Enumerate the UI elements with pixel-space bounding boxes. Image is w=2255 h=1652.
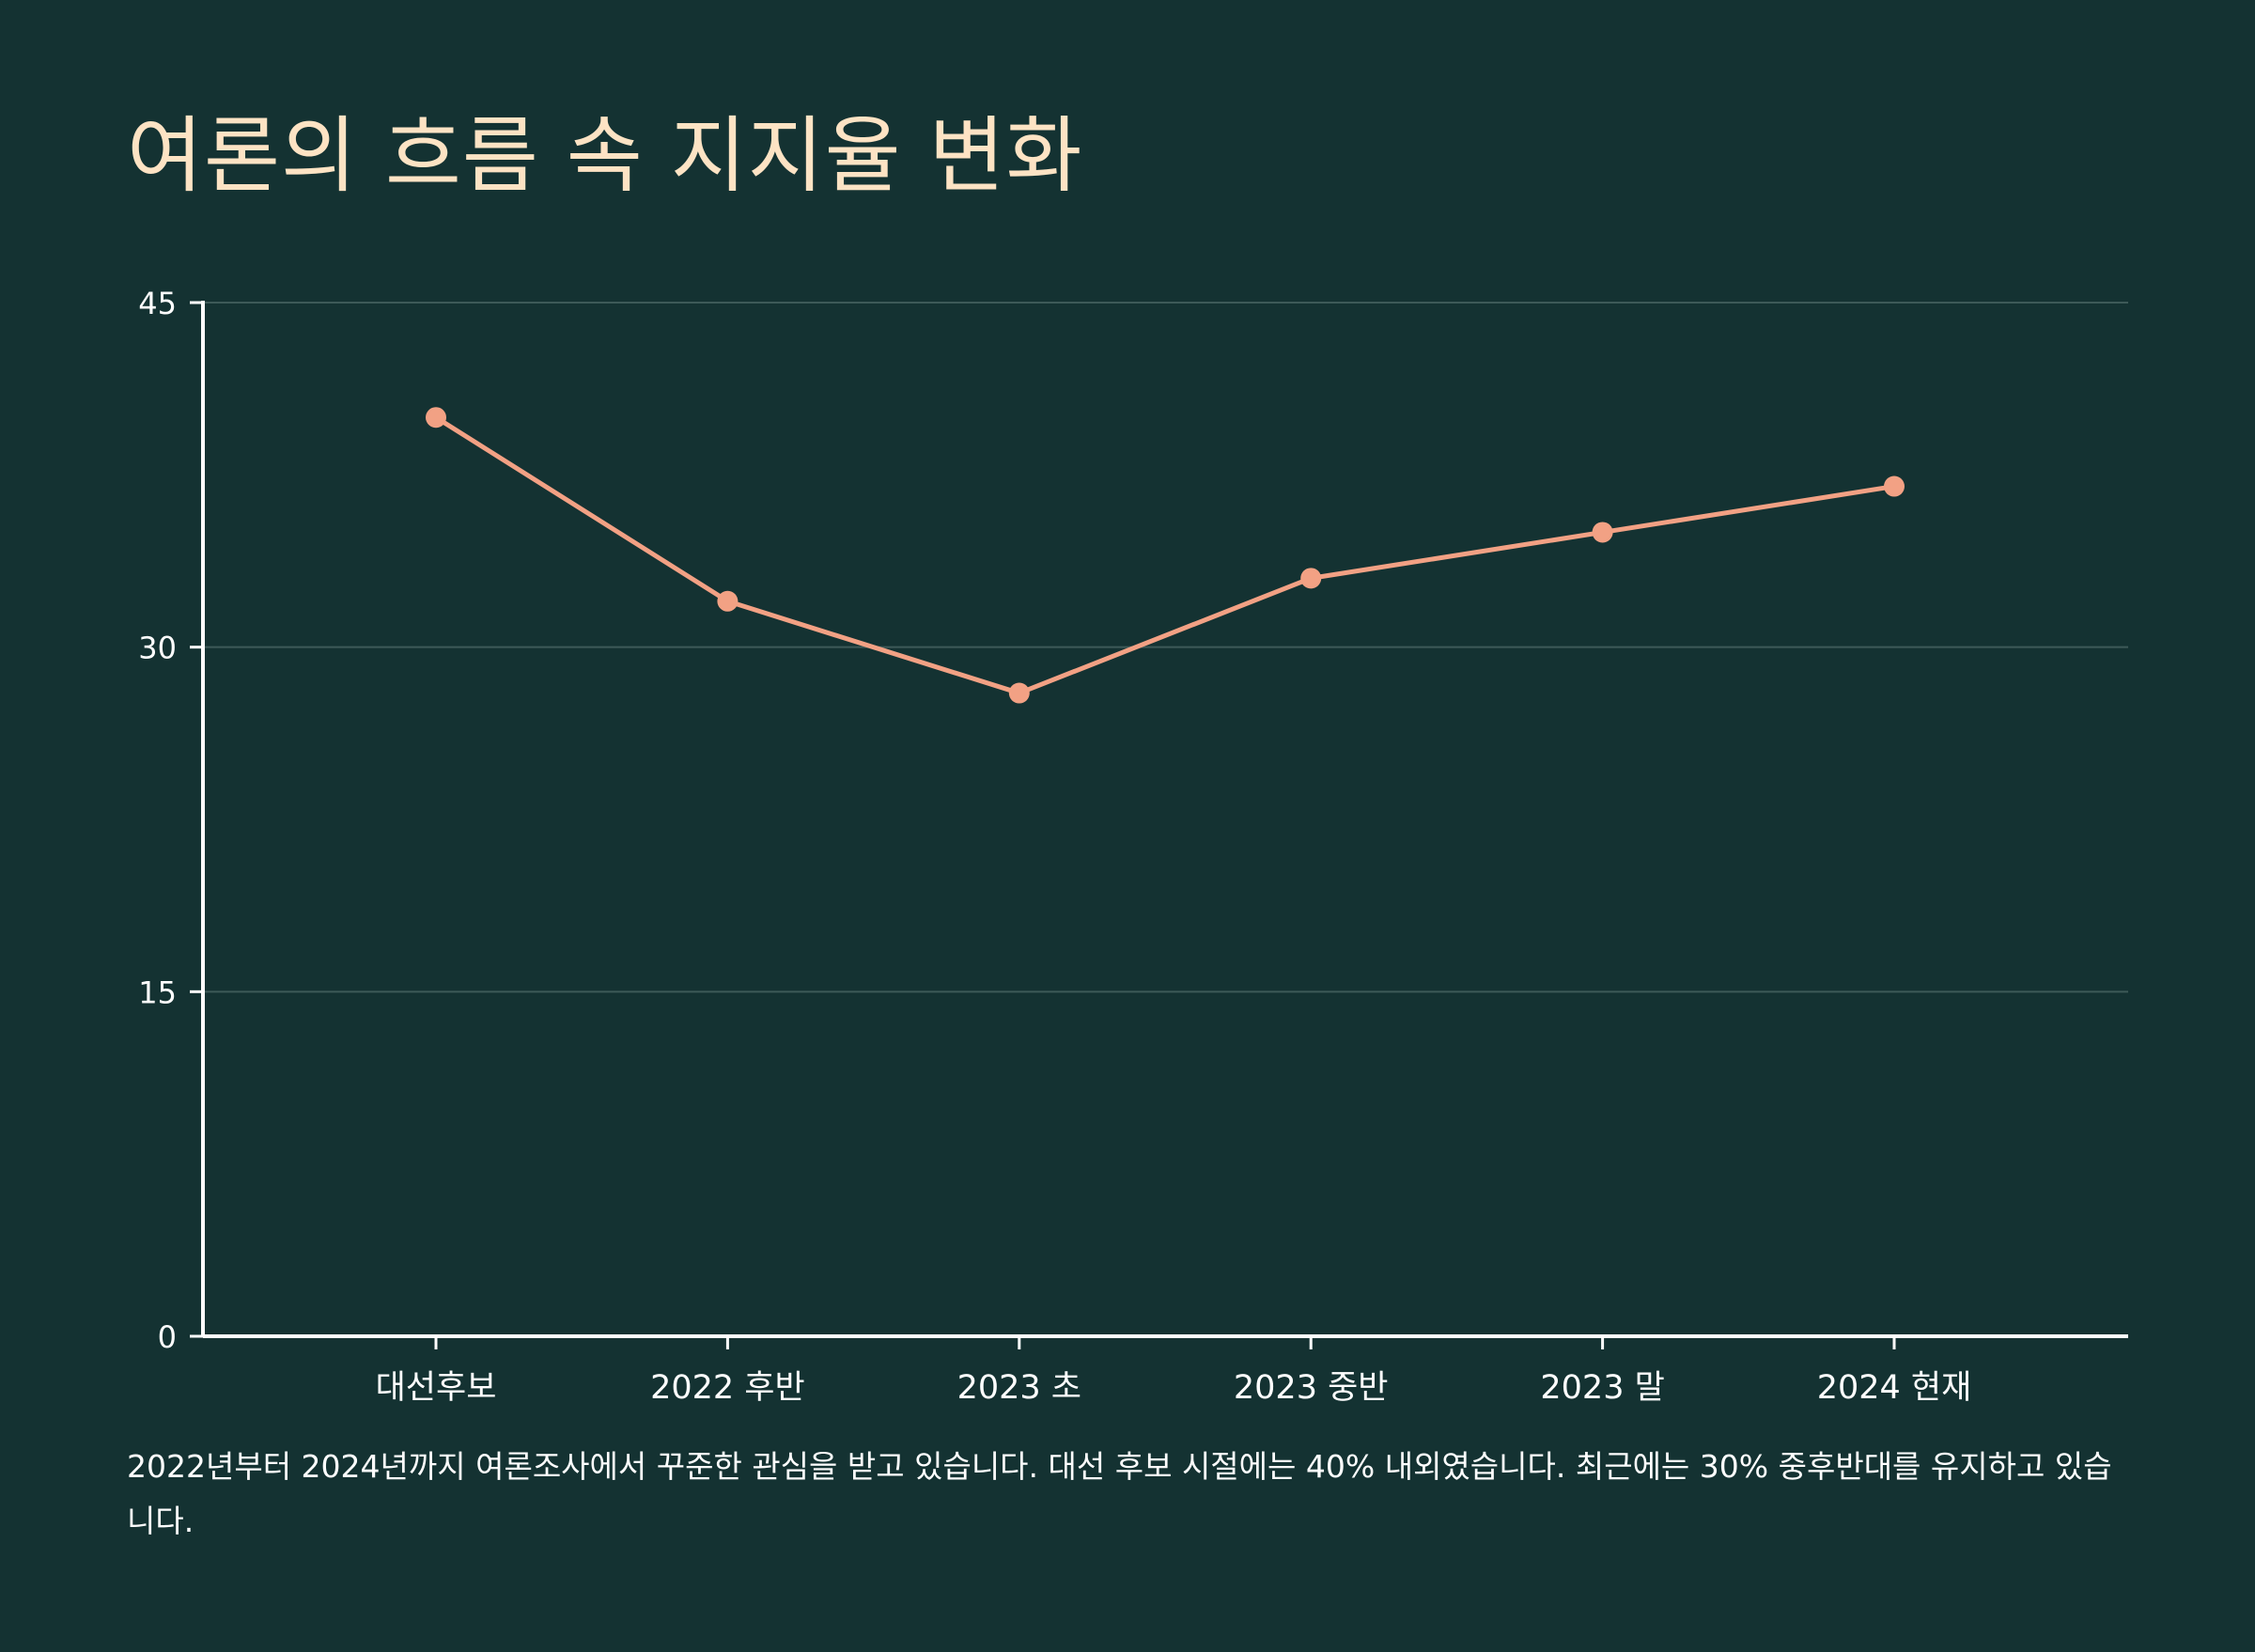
data-points <box>426 407 1905 704</box>
page-title: 여론의 흐름 속 지지율 변화 <box>127 107 1083 204</box>
axes: 0 15 30 45 대선후보 2022 후반 2023 초 2023 중반 2023 말 202… <box>138 286 2128 1407</box>
x-tick-label: 2024 현재 <box>1817 1369 1972 1407</box>
x-tick-label: 대선후보 <box>376 1369 497 1407</box>
line-chart: 0 15 30 45 대선후보 2022 후반 2023 초 2023 중반 2023 말 202… <box>138 286 2128 1407</box>
data-point <box>1884 475 1905 497</box>
data-point <box>426 407 446 429</box>
data-point <box>1592 522 1613 543</box>
y-tick-label: 30 <box>138 631 177 666</box>
data-point <box>1300 568 1322 589</box>
y-tick-label: 15 <box>138 974 177 1010</box>
x-tick-label: 2023 말 <box>1540 1369 1664 1407</box>
x-tick-label: 2022 후반 <box>650 1369 805 1407</box>
x-tick-label: 2023 중반 <box>1234 1369 1389 1407</box>
data-point <box>1008 682 1030 704</box>
series-line-0 <box>433 414 1897 696</box>
chart-caption: 2022년부터 2024년까지 여론조사에서 꾸준한 관심을 받고 있습니다. … <box>127 1448 2112 1539</box>
y-tick-label: 45 <box>138 286 177 321</box>
y-tick-label: 0 <box>158 1319 177 1355</box>
gridlines <box>203 302 2128 993</box>
x-tick-label: 2023 초 <box>957 1369 1081 1407</box>
data-point <box>717 590 739 612</box>
series-line-group <box>433 414 1897 696</box>
